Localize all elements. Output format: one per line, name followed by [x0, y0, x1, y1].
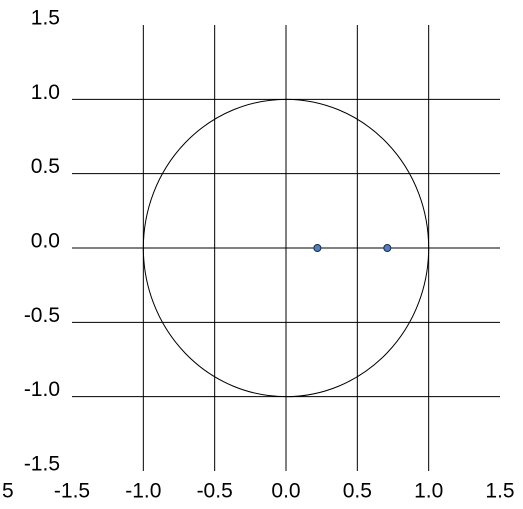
point: [383, 244, 392, 252]
y-tick-label: -1.5: [24, 453, 60, 476]
point: [313, 244, 322, 252]
x-tick-label: 1.0: [414, 480, 443, 503]
unit-circle: [142, 98, 430, 398]
x-tick-label: -1.5: [54, 480, 90, 503]
x-tick-label: -1.0: [125, 480, 161, 503]
x-tick-label: 0.5: [343, 480, 372, 503]
y-tick-label: 0.0: [31, 230, 60, 253]
y-tick-label: -1.0: [24, 378, 60, 401]
y-tick-label: 0.5: [31, 155, 60, 178]
y-tick-label: 1.5: [31, 7, 60, 30]
x-tick-label: 0.0: [271, 480, 300, 503]
y-tick-label: -0.5: [24, 304, 60, 327]
x-tick-label: 1.5: [485, 480, 514, 503]
x-tick-label: -0.5: [197, 480, 233, 503]
x-tick-label: 5: [2, 480, 14, 503]
y-tick-label: 1.0: [31, 81, 60, 104]
